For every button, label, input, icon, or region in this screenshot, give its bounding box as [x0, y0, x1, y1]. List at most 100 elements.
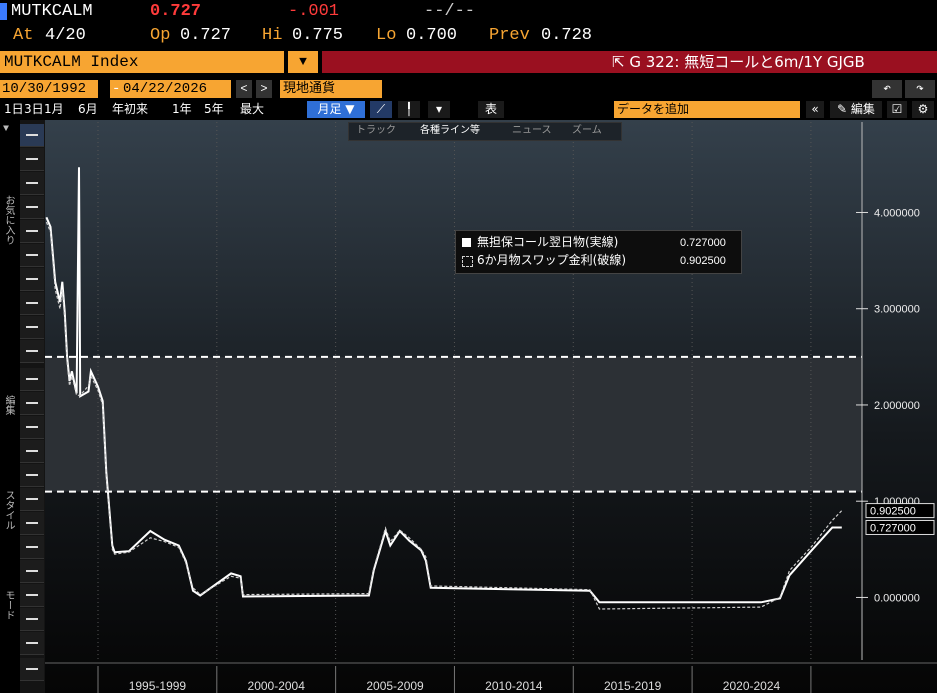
- date-to[interactable]: 04/22/2026: [123, 81, 208, 97]
- function-title: ⇱ G 322: 無短コールと6m/1Y GJGB: [612, 52, 865, 72]
- tool-icon: [26, 594, 38, 596]
- function-bar: [322, 51, 937, 73]
- settings-edit[interactable]: ☑: [887, 101, 907, 118]
- time: --/--: [424, 2, 476, 21]
- tool-button[interactable]: [20, 632, 44, 655]
- undo[interactable]: ↶: [872, 80, 902, 98]
- tool-button[interactable]: [20, 512, 44, 535]
- tool-button[interactable]: [20, 292, 44, 315]
- side-label: 編集: [3, 395, 14, 415]
- settings[interactable]: ⚙: [912, 101, 934, 118]
- x-tick-label: 2010-2014: [485, 679, 543, 693]
- tool-button[interactable]: [20, 488, 44, 511]
- legend-swatch: [462, 256, 473, 267]
- period-button[interactable]: 年初来: [112, 102, 149, 116]
- tool-icon: [26, 642, 38, 644]
- tool-icon: [26, 522, 38, 524]
- tool-button[interactable]: [20, 268, 44, 291]
- tool-button[interactable]: [20, 124, 44, 147]
- period-button[interactable]: 5年: [204, 102, 224, 116]
- legend-swatch: [462, 238, 471, 247]
- tool-button[interactable]: [20, 220, 44, 243]
- more-icon[interactable]: ▾: [428, 101, 450, 118]
- legend: [455, 230, 742, 274]
- period-button[interactable]: 6月: [78, 102, 98, 116]
- tool-button[interactable]: [20, 608, 44, 631]
- y-tick-label: 0.000000: [874, 592, 920, 604]
- low-label: Lo: [376, 26, 397, 45]
- tool-icon: [26, 498, 38, 500]
- tool-button[interactable]: [20, 560, 44, 583]
- next-button[interactable]: >: [256, 80, 272, 98]
- tool-button[interactable]: [20, 464, 44, 487]
- export-icon[interactable]: ⇱: [612, 53, 630, 71]
- currency[interactable]: 現地通貨: [280, 80, 382, 98]
- tool-button[interactable]: [20, 440, 44, 463]
- frequency[interactable]: 月足 ▼: [307, 101, 365, 118]
- tool-icon: [26, 546, 38, 548]
- period-button[interactable]: 最大: [240, 102, 265, 116]
- reference-band: [45, 356, 862, 492]
- low: 0.700: [406, 26, 458, 45]
- edit-button[interactable]: ✎ 編集: [830, 101, 882, 118]
- tool-button[interactable]: [20, 340, 44, 363]
- period-button[interactable]: 1日: [4, 102, 24, 116]
- redo[interactable]: ↷: [905, 80, 935, 98]
- line-icon[interactable]: ⟋: [370, 101, 392, 118]
- series-line: [45, 167, 842, 604]
- legend-name: 無担保コール翌日物(実線): [477, 235, 619, 249]
- x-tick-label: 1995-1999: [129, 679, 187, 693]
- date-to-box: [121, 80, 231, 98]
- bar-icon[interactable]: ╿: [398, 101, 420, 118]
- function-text: G 322: 無短コールと6m/1Y GJGB: [629, 53, 865, 71]
- period-button[interactable]: 3日: [24, 102, 44, 116]
- table-button[interactable]: 表: [478, 101, 504, 118]
- last-price: 0.727: [150, 2, 202, 21]
- tool-icon: [26, 618, 38, 620]
- legend-value: 0.727000: [680, 237, 726, 249]
- tool-button[interactable]: [20, 392, 44, 415]
- x-tick-label: 2005-2009: [366, 679, 424, 693]
- side-label: モード: [3, 590, 14, 620]
- x-tick-label: 2015-2019: [604, 679, 662, 693]
- tool-button[interactable]: [20, 316, 44, 339]
- prev-button[interactable]: <: [236, 80, 252, 98]
- date-separator: -: [112, 81, 121, 97]
- tool-button[interactable]: [20, 172, 44, 195]
- add-data[interactable]: データを追加: [614, 101, 800, 118]
- tool-button[interactable]: [20, 368, 44, 391]
- tool-button[interactable]: [20, 658, 44, 681]
- tool-button[interactable]: [20, 536, 44, 559]
- chart-tool[interactable]: ズーム: [572, 125, 602, 136]
- tool-icon: [26, 474, 38, 476]
- security-field[interactable]: MUTKCALM Index: [0, 51, 284, 73]
- tool-icon: [26, 206, 38, 208]
- tool-button[interactable]: [20, 244, 44, 267]
- tool-button[interactable]: [20, 584, 44, 607]
- tool-button[interactable]: [20, 148, 44, 171]
- tool-icon: [26, 350, 38, 352]
- x-tick-label: 2000-2004: [248, 679, 306, 693]
- security-dropdown[interactable]: ▼: [288, 51, 318, 73]
- status-marker: [0, 3, 7, 20]
- tool-icon: [26, 326, 38, 328]
- edit-text: 編集: [850, 102, 875, 116]
- tool-button[interactable]: [20, 196, 44, 219]
- period-button[interactable]: 1月: [44, 102, 64, 116]
- prev-label: Prev: [489, 26, 530, 45]
- period-button[interactable]: 1年: [172, 102, 192, 116]
- collapse-toolbar[interactable]: ▼: [3, 124, 10, 135]
- y-tick-label: 4.000000: [874, 207, 920, 219]
- collapse[interactable]: «: [806, 101, 824, 118]
- change: -.001: [288, 2, 340, 21]
- chart-tool[interactable]: ニュース: [512, 125, 552, 136]
- at-label: At: [13, 26, 34, 45]
- last-value-box: [865, 519, 935, 535]
- chart-tool[interactable]: トラック: [356, 125, 396, 136]
- chart-tool[interactable]: 各種ライン等: [420, 125, 480, 136]
- ticker: MUTKCALM: [11, 2, 93, 21]
- legend-name: 6か月物スワップ金利(破線): [477, 253, 626, 267]
- open-label: Op: [150, 26, 171, 45]
- date-from[interactable]: 10/30/1992: [2, 81, 87, 97]
- tool-button[interactable]: [20, 416, 44, 439]
